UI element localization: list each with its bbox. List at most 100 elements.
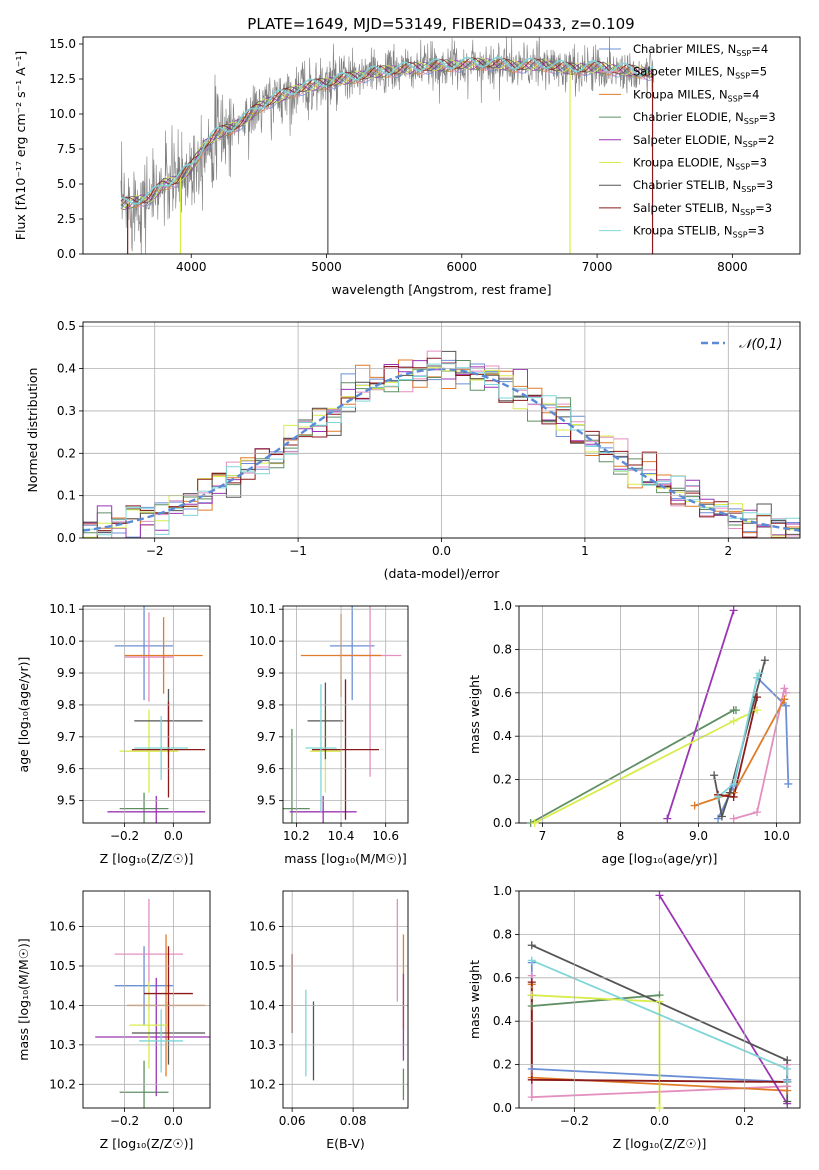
spectrum-ytick-label: 2.5 <box>57 212 76 226</box>
figure-title: PLATE=1649, MJD=53149, FIBERID=0433, z=0… <box>247 15 634 33</box>
spectrum-ytick-label: 12.5 <box>49 72 76 86</box>
mass_vs_EBV-xtick-label: 0.08 <box>340 1114 367 1128</box>
mass_vs_Z-ytick-label: 10.4 <box>49 998 76 1012</box>
weight_vs_age-series-1 <box>733 685 787 820</box>
weight_vs_age-ytick-label: 0.8 <box>493 642 512 656</box>
legend-entry-text: Kroupa STELIB, N <box>633 224 733 238</box>
legend-entry-text: Salpeter MILES, N <box>633 65 735 79</box>
mass_vs_EBV-xlabel: E(B-V) <box>326 1136 365 1151</box>
weight_vs_Z-marker <box>655 1104 664 1112</box>
legend-entry: Kroupa ELODIE, NSSP=3 <box>633 156 767 172</box>
mass_vs_EBV-ytick-label: 10.4 <box>249 998 276 1012</box>
weight_vs_age-marker <box>753 706 762 715</box>
weight_vs_Z-xtick-label: 0.0 <box>650 1114 669 1128</box>
weight_vs_Z-marker <box>783 1056 792 1065</box>
legend-entry-tail: =3 <box>755 201 772 215</box>
legend-entry-tail: =2 <box>758 133 775 147</box>
mass_vs_Z-point-7 <box>144 946 193 1041</box>
legend-entry-text: Kroupa ELODIE, N <box>633 156 735 170</box>
weight_vs_Z-marker <box>783 1064 792 1073</box>
legend-entry-text: Salpeter STELIB, N <box>633 201 740 215</box>
legend-entry-tail: =5 <box>750 65 767 79</box>
age_vs_mass-frame <box>282 605 409 824</box>
spectrum-model-line-2 <box>120 60 654 209</box>
weight_vs_age-marker <box>714 792 723 801</box>
weight_vs_age-marker <box>784 779 793 788</box>
age_vs_mass-point-6 <box>307 682 344 760</box>
spectrum-xtick-label: 8000 <box>717 260 748 274</box>
weight_vs_age-marker <box>663 814 672 823</box>
weight_vs_age-series-4 <box>666 610 735 819</box>
age_vs_Z-ytick-label: 9.7 <box>57 730 76 744</box>
spectrum-ytick-label: 7.5 <box>57 142 76 156</box>
weight_vs_age-ytick-label: 0.4 <box>493 729 512 743</box>
mass_vs_Z-point-3 <box>119 1060 169 1108</box>
age_vs_Z-xtick-label: 0.0 <box>164 829 183 843</box>
legend-entry: Salpeter STELIB, NSSP=3 <box>633 201 772 217</box>
age_vs_mass-point-7 <box>312 679 379 820</box>
mass_vs_EBV-plot-area <box>291 898 405 1101</box>
legend-entry-sub: SSP <box>741 185 756 194</box>
spectrum-xlabel: wavelength [Angstrom, rest frame] <box>331 282 551 297</box>
age_vs_Z-point-5 <box>119 709 179 793</box>
residuals-xtick-label: 0.0 <box>432 544 451 558</box>
legend-entry: Salpeter MILES, NSSP=5 <box>633 65 767 81</box>
age_vs_mass-ytick-label: 10.0 <box>249 634 276 648</box>
age_vs_mass-ytick-label: 9.7 <box>257 730 276 744</box>
weight_vs_Z-marker <box>655 997 664 1006</box>
mass_vs_Z-point-4 <box>95 977 210 1097</box>
residuals-ytick-label: 0.2 <box>57 446 76 460</box>
spectrum-ytick-label: 5.0 <box>57 177 76 191</box>
legend-entry-text: Kroupa MILES, N <box>633 87 728 101</box>
mass_vs_Z-ytick-label: 10.6 <box>49 920 76 934</box>
panel-weight_vs_age: 7 8 9.0 10.0 0.0 0.2 0.4 0.6 0.8 1.0 age [log₁₀(ag… <box>467 599 801 866</box>
legend-entry-sub: SSP <box>735 72 750 81</box>
mass_vs_Z-point-8 <box>139 1009 184 1073</box>
weight_vs_age-ylabel: mass weight <box>467 675 482 754</box>
weight_vs_Z-xtick-label: 0.2 <box>735 1114 754 1128</box>
legend-entry-tail: =3 <box>756 178 773 192</box>
weight_vs_age-marker <box>710 771 719 780</box>
weight_vs_age-marker <box>729 792 738 801</box>
mass_vs_Z-xtick-label: 0.0 <box>164 1114 183 1128</box>
legend-entry: Chabrier ELODIE, NSSP=3 <box>633 110 776 126</box>
age_vs_mass-ytick-label: 10.1 <box>249 602 276 616</box>
mass_vs_EBV-ytick-label: 10.6 <box>249 920 276 934</box>
legend-entry-text: Salpeter ELODIE, N <box>633 133 743 147</box>
weight_vs_age-series-3 <box>530 709 736 823</box>
weight_vs_age-xtick-label: 9.0 <box>689 829 708 843</box>
residuals-ylabel: Normed distribution <box>25 368 40 493</box>
weight_vs_age-marker <box>760 656 769 665</box>
age_vs_mass-ytick-label: 9.5 <box>257 794 276 808</box>
weight_vs_age-xtick-label: 7 <box>539 829 547 843</box>
residuals-xtick-label: 1 <box>581 544 589 558</box>
weight_vs_age-ytick-label: 0.2 <box>493 773 512 787</box>
age_vs_Z-ytick-label: 9.5 <box>57 794 76 808</box>
panel-mass_vs_EBV: 0.06 0.08 10.2 10.3 10.4 10.5 10.6 E(B-V) <box>249 890 409 1151</box>
mass_vs_Z-frame <box>82 890 211 1109</box>
legend-entry-sub: SSP <box>744 117 759 126</box>
mass_vs_EBV-xtick-label: 0.06 <box>279 1114 306 1128</box>
age_vs_Z-point-8 <box>134 716 189 780</box>
legend-entry-sub: SSP <box>733 231 748 240</box>
weight_vs_age-marker <box>729 779 738 788</box>
weight_vs_age-xtick-label: 8 <box>617 829 625 843</box>
spectrum-model-line-5 <box>120 58 654 210</box>
mass_vs_Z-xtick-label: −0.2 <box>110 1114 139 1128</box>
weight_vs_age-frame <box>518 605 801 824</box>
residuals-xtick-label: −2 <box>146 544 164 558</box>
spectrum-ylabel: Flux [fλ10⁻¹⁷ erg cm⁻² s⁻¹ A⁻¹] <box>13 51 28 240</box>
age_vs_Z-xtick-label: −0.2 <box>110 829 139 843</box>
weight_vs_Z-marker <box>655 891 664 900</box>
spectrum-frame <box>82 36 801 255</box>
weight_vs_Z-marker <box>783 1086 792 1095</box>
weight_vs_Z-ytick-label: 0.8 <box>493 927 512 941</box>
legend-entry: Chabrier MILES, NSSP=4 <box>633 42 768 58</box>
weight_vs_Z-marker <box>783 1077 792 1086</box>
weight_vs_Z-series-4 <box>658 894 788 1105</box>
age_vs_Z-ytick-label: 9.6 <box>57 762 76 776</box>
mass_vs_Z-ylabel: mass [log₁₀(M/M☉)] <box>16 938 31 1060</box>
mass_vs_Z-point-0 <box>114 946 174 1026</box>
weight_vs_age-plot-area <box>530 610 790 823</box>
